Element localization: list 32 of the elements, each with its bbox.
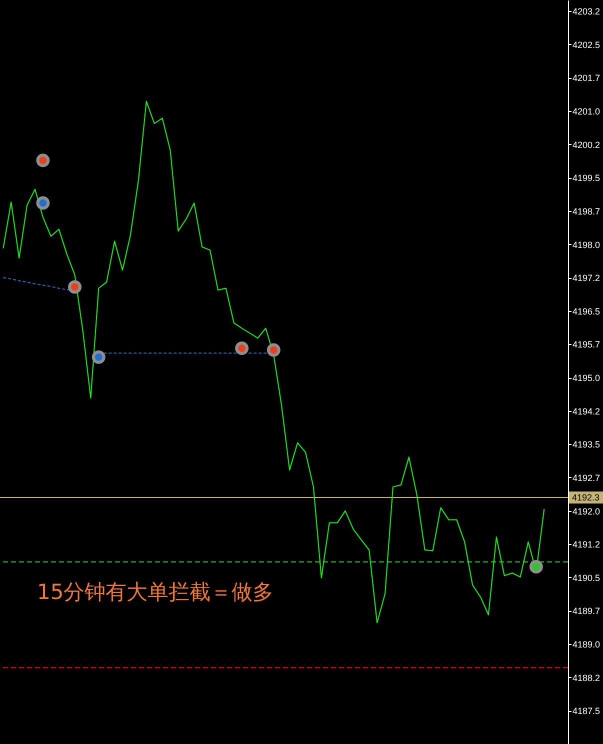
- point: [36, 154, 50, 168]
- y-tick-label: 4188.2: [572, 672, 600, 683]
- y-tick-label: 4197.2: [572, 273, 600, 284]
- ref-line-label: 4192.3: [572, 492, 600, 502]
- y-tick-label: 4194.2: [572, 406, 600, 416]
- y-tick-label: 4201.7: [572, 73, 600, 84]
- y-tick-label: 4199.5: [572, 173, 600, 184]
- y-tick-label: 4201.0: [572, 106, 600, 117]
- point: [36, 196, 50, 210]
- y-tick-label: 4200.2: [572, 140, 600, 150]
- y-tick-label: 4198.7: [572, 206, 600, 216]
- y-tick-label: 4189.7: [572, 606, 600, 616]
- y-tick-label: 4187.5: [572, 706, 600, 716]
- line-series: [2, 100, 545, 624]
- point: [68, 280, 82, 294]
- y-tick-label: 4202.5: [572, 40, 600, 50]
- point: [92, 350, 106, 364]
- y-tick-label: 4190.5: [572, 572, 600, 583]
- y-tick-label: 4193.5: [572, 440, 600, 450]
- y-tick-label: 4195.7: [572, 340, 600, 350]
- y-tick-label: 4198.0: [572, 240, 600, 250]
- y-tick-label: 4189.0: [572, 640, 600, 650]
- y-tick-label: 4192.0: [572, 506, 600, 516]
- y-tick-label: 4203.2: [572, 6, 600, 17]
- y-tick-label: 4192.7: [572, 472, 600, 483]
- y-tick-label: 4191.2: [572, 540, 600, 550]
- y-tick-label: 4195.0: [572, 373, 600, 384]
- point: [235, 342, 249, 355]
- point: [529, 560, 543, 574]
- annotation: 15分钟有大单拦截＝做多: [37, 580, 274, 604]
- y-tick-label: 4196.5: [572, 306, 600, 316]
- point: [266, 343, 280, 357]
